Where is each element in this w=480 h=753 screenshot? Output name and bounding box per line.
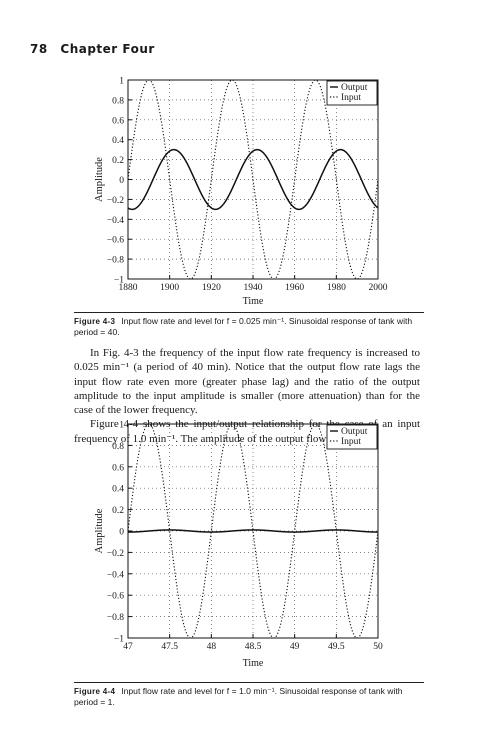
y-tick-label: −0.6: [107, 592, 124, 602]
x-tick-label: 49: [290, 642, 300, 652]
x-tick-label: 1920: [202, 283, 221, 293]
series-line-input: [127, 79, 379, 280]
y-tick-label: 0.2: [112, 506, 124, 516]
caption-text: Input flow rate and level for f = 1.0 mi…: [74, 686, 403, 707]
y-tick-label: 1: [119, 421, 124, 431]
y-tick-label: −0.6: [107, 236, 124, 246]
y-axis-label: Amplitude: [94, 508, 105, 553]
page-header: 78 Chapter Four: [30, 42, 155, 56]
figure-4-3: 1880 1900 1920 1940 1960 1980 2000 1 0.8 0.6 0.4 0.…: [0, 74, 480, 308]
legend-box: [326, 424, 378, 450]
y-tick-label: 0.8: [112, 96, 124, 106]
y-tick-label: −0.4: [107, 216, 124, 226]
y-tick-label: −0.8: [107, 613, 124, 623]
y-axis-label: Amplitude: [94, 157, 105, 202]
x-tick-label: 1900: [160, 283, 179, 293]
y-tick-label: −0.4: [107, 570, 124, 580]
x-tick-label: 48.5: [245, 642, 262, 652]
page-number: 78: [30, 42, 48, 56]
legend-label-input: Input: [341, 437, 361, 447]
x-tick-label: 1940: [244, 283, 263, 293]
x-tick-label: 50: [373, 642, 383, 652]
x-axis-label: Time: [243, 658, 264, 669]
y-tick-label: 0.4: [112, 136, 124, 146]
x-tick-label: 47: [123, 642, 133, 652]
body-text: In Fig. 4-3 the frequency of the input f…: [74, 346, 420, 446]
x-tick-label: 1960: [285, 283, 304, 293]
legend-box: [326, 80, 378, 106]
caption-label: Figure 4-4: [74, 687, 116, 696]
caption-label: Figure 4-3: [74, 317, 116, 326]
y-tick-label: −1: [114, 276, 124, 286]
x-tick-label: 49.5: [328, 642, 345, 652]
y-tick-label: −0.2: [107, 196, 124, 206]
legend-label-output: Output: [341, 427, 368, 437]
figure-4-4-chart: 47 47.5 48 48.5 49 49.5 50 1 0.8 0.6 0.4 0.2 0 −0.2 −0…: [94, 421, 383, 670]
y-tick-label: −0.8: [107, 256, 124, 266]
figure-4-3-caption: Figure 4-3 Input flow rate and level for …: [74, 312, 424, 338]
y-tick-label: −1: [114, 635, 124, 645]
x-tick-label: 2000: [369, 283, 388, 293]
legend-label-input: Input: [341, 93, 361, 103]
chapter-title: Chapter Four: [60, 42, 155, 56]
y-tick-label: 0.8: [112, 442, 124, 452]
x-axis-label: Time: [243, 296, 264, 307]
y-tick-label: 0.6: [112, 463, 124, 473]
y-tick-label: 0: [119, 528, 124, 538]
y-tick-label: 0: [119, 176, 124, 186]
paragraph: In Fig. 4-3 the frequency of the input f…: [74, 347, 420, 417]
y-tick-label: 1: [119, 77, 124, 87]
y-tick-label: 0.2: [112, 156, 124, 166]
x-tick-label: 47.5: [161, 642, 178, 652]
series-line-output: [127, 148, 379, 211]
x-tick-label: 1980: [327, 283, 346, 293]
figure-4-4: 47 47.5 48 48.5 49 49.5 50 1 0.8 0.6 0.4 0.2 0 −0.2 −0…: [0, 420, 480, 670]
figure-4-4-caption: Figure 4-4 Input flow rate and level for …: [74, 682, 424, 708]
y-tick-label: −0.2: [107, 549, 124, 559]
y-tick-label: 0.6: [112, 116, 124, 126]
caption-text: Input flow rate and level for f = 0.025 …: [74, 316, 413, 337]
legend-label-output: Output: [341, 83, 368, 93]
x-tick-label: 1880: [119, 283, 138, 293]
figure-4-3-chart: 1880 1900 1920 1940 1960 1980 2000 1 0.8 0.6 0.4 0.…: [94, 77, 388, 308]
x-tick-label: 48: [207, 642, 217, 652]
y-tick-label: 0.4: [112, 485, 124, 495]
